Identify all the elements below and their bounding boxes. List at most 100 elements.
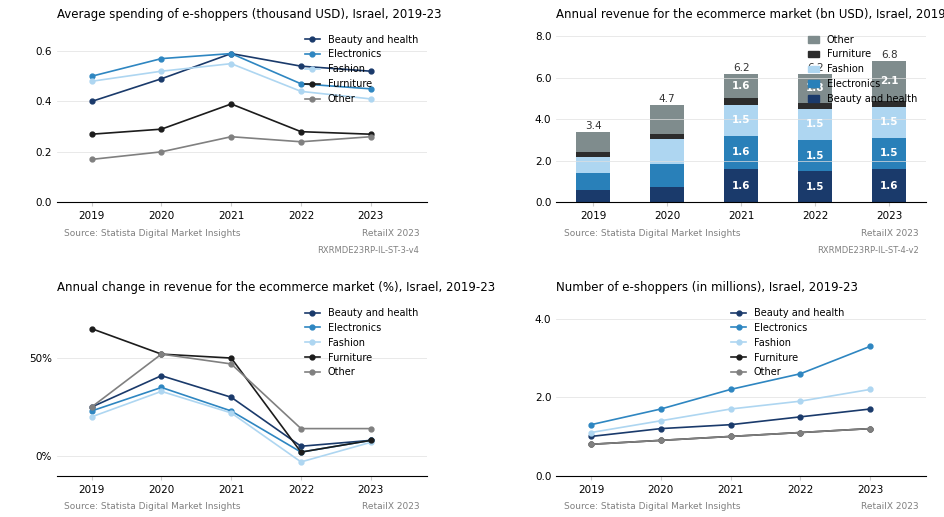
Bar (576, 173, 609, 190)
Other (364, 425, 376, 432)
Line: Furniture: Furniture (89, 101, 373, 136)
Text: Number of e-shoppers (in millions), Israel, 2019-23: Number of e-shoppers (in millions), Isra… (556, 281, 857, 294)
Electronics (864, 343, 875, 349)
Text: Source: Statista Digital Market Insights: Source: Statista Digital Market Insights (64, 229, 241, 237)
Furniture (86, 131, 97, 138)
Text: 6.2: 6.2 (806, 63, 822, 72)
Beauty and health (156, 75, 167, 82)
Beauty and health (724, 421, 735, 428)
Text: Source: Statista Digital Market Insights: Source: Statista Digital Market Insights (563, 502, 739, 511)
Bar (798, 103, 831, 109)
Fashion (295, 88, 307, 95)
Legend: Beauty and health, Electronics, Fashion, Furniture, Other: Beauty and health, Electronics, Fashion,… (301, 31, 421, 108)
Beauty and health (226, 394, 237, 400)
Fashion (226, 60, 237, 67)
Furniture (295, 129, 307, 135)
Other (364, 133, 376, 140)
Beauty and health (226, 51, 237, 57)
Beauty and health (364, 437, 376, 444)
Other (86, 156, 97, 162)
Bar (798, 73, 831, 103)
Line: Fashion: Fashion (588, 387, 871, 435)
Furniture (364, 131, 376, 138)
Fashion (295, 459, 307, 465)
Text: RetailX 2023: RetailX 2023 (362, 502, 419, 511)
Line: Electronics: Electronics (89, 51, 373, 92)
Other (654, 437, 666, 444)
Text: RetailX 2023: RetailX 2023 (860, 229, 918, 237)
Bar (871, 107, 904, 138)
Bar (724, 169, 757, 202)
Text: 1.5: 1.5 (879, 148, 898, 159)
Bar (576, 157, 609, 173)
Electronics (156, 384, 167, 390)
Bar (649, 187, 683, 202)
Electronics (654, 406, 666, 412)
Fashion (364, 96, 376, 102)
Furniture (794, 430, 805, 436)
Electronics (364, 86, 376, 92)
Line: Beauty and health: Beauty and health (588, 406, 871, 439)
Furniture (724, 433, 735, 439)
Beauty and health (864, 406, 875, 412)
Bar (576, 153, 609, 157)
Furniture (584, 441, 596, 447)
Text: 1.5: 1.5 (879, 117, 898, 127)
Text: Source: Statista Digital Market Insights: Source: Statista Digital Market Insights (563, 229, 739, 237)
Text: 6.8: 6.8 (880, 50, 897, 60)
Other (724, 433, 735, 439)
Text: RXRMDE23RP-IL-ST-4-v2: RXRMDE23RP-IL-ST-4-v2 (816, 246, 918, 255)
Fashion (654, 418, 666, 424)
Furniture (864, 425, 875, 432)
Beauty and health (295, 63, 307, 69)
Line: Electronics: Electronics (588, 344, 871, 427)
Fashion (864, 386, 875, 392)
Bar (724, 105, 757, 136)
Bar (649, 134, 683, 139)
Bar (649, 164, 683, 187)
Bar (649, 139, 683, 164)
Bar (871, 169, 904, 202)
Beauty and health (86, 98, 97, 104)
Text: Annual revenue for the ecommerce market (bn USD), Israel, 2019-23: Annual revenue for the ecommerce market … (556, 8, 944, 21)
Text: 4.7: 4.7 (658, 94, 675, 104)
Furniture (156, 351, 167, 357)
Text: 1.5: 1.5 (805, 119, 823, 129)
Fashion (794, 398, 805, 404)
Bar (724, 136, 757, 169)
Text: 1.6: 1.6 (731, 147, 750, 158)
Bar (871, 100, 904, 107)
Other (794, 430, 805, 436)
Furniture (364, 437, 376, 444)
Bar (798, 171, 831, 202)
Text: 2.1: 2.1 (879, 76, 898, 86)
Electronics (156, 55, 167, 62)
Other (156, 149, 167, 155)
Text: Annual change in revenue for the ecommerce market (%), Israel, 2019-23: Annual change in revenue for the ecommer… (57, 281, 495, 294)
Other (156, 351, 167, 357)
Electronics (295, 449, 307, 455)
Electronics (86, 408, 97, 414)
Furniture (295, 449, 307, 455)
Bar (798, 140, 831, 171)
Text: 1.6: 1.6 (731, 81, 750, 91)
Text: RXRMDE23RP-IL-ST-3-v4: RXRMDE23RP-IL-ST-3-v4 (317, 246, 419, 255)
Electronics (295, 81, 307, 87)
Line: Furniture: Furniture (89, 326, 373, 454)
Fashion (724, 406, 735, 412)
Bar (576, 190, 609, 202)
Fashion (584, 430, 596, 436)
Text: Average spending of e-shoppers (thousand USD), Israel, 2019-23: Average spending of e-shoppers (thousand… (57, 8, 441, 21)
Other (226, 361, 237, 367)
Electronics (794, 371, 805, 377)
Electronics (226, 51, 237, 57)
Text: RetailX 2023: RetailX 2023 (362, 229, 419, 237)
Line: Other: Other (89, 352, 373, 431)
Other (864, 425, 875, 432)
Other (295, 425, 307, 432)
Legend: Other, Furniture, Fashion, Electronics, Beauty and health: Other, Furniture, Fashion, Electronics, … (802, 31, 920, 108)
Text: 6.2: 6.2 (732, 63, 749, 72)
Furniture (654, 437, 666, 444)
Bar (871, 61, 904, 100)
Legend: Beauty and health, Electronics, Fashion, Furniture, Other: Beauty and health, Electronics, Fashion,… (727, 304, 847, 382)
